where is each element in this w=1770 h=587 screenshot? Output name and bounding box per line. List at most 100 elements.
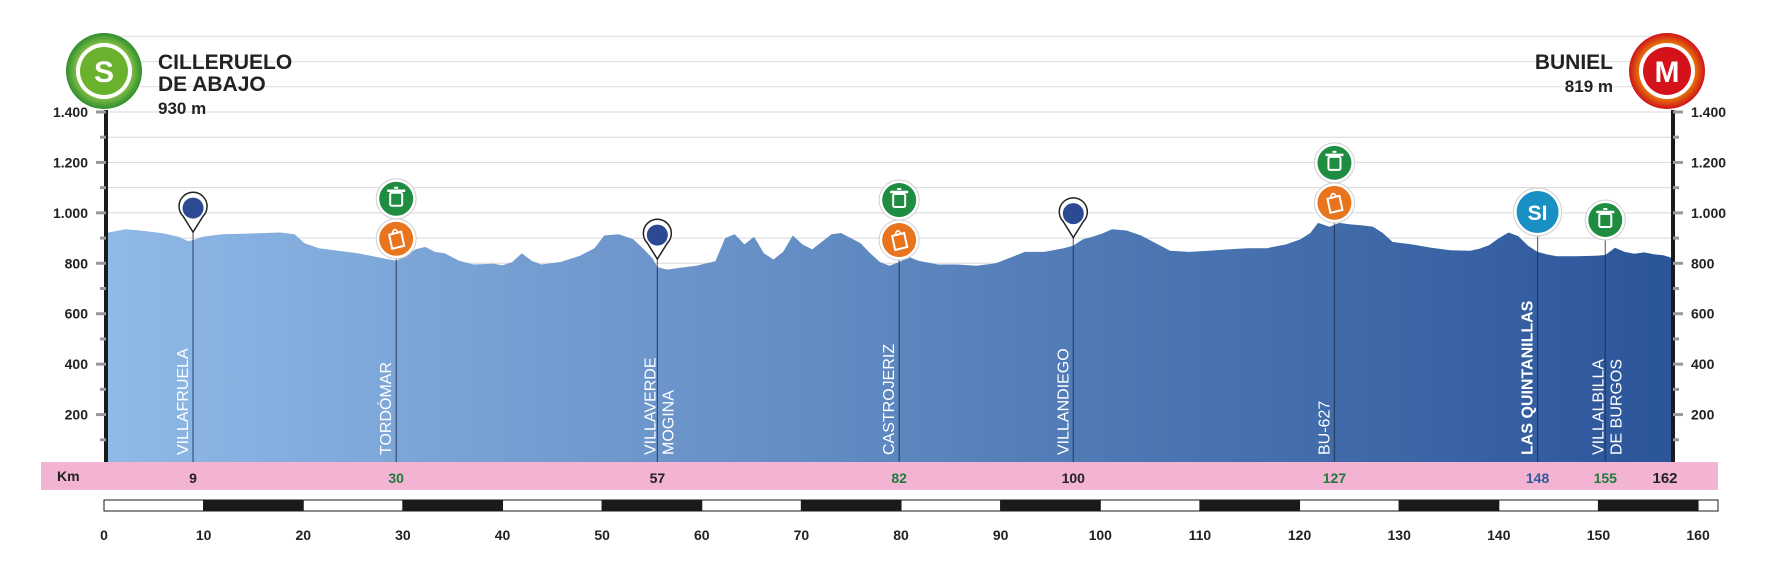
km-value: 127 <box>1323 470 1347 486</box>
town-name: BU-627 <box>1316 401 1333 455</box>
marker-9 <box>178 191 208 234</box>
feed-bag-strap <box>894 229 902 236</box>
feed-zone-disc <box>1317 185 1352 220</box>
scale-tick-label: 100 <box>1089 527 1113 543</box>
finish-header: BUNIEL 819 m <box>1534 51 1613 97</box>
finish-town-name: BUNIEL <box>1534 51 1613 74</box>
scale-tick-label: 0 <box>100 527 108 543</box>
scale-segment <box>1099 499 1201 512</box>
scale-tick-label: 110 <box>1189 527 1212 543</box>
location-lines <box>192 220 1606 463</box>
waste-bin-icon <box>389 191 404 207</box>
town-name: TORDÓMAR <box>376 362 395 455</box>
town-name: LAS QUINTANILLAS <box>1520 300 1537 455</box>
finish-badge-letter: M <box>1655 56 1680 89</box>
scale-tick-label: 80 <box>893 527 909 543</box>
km-value: 82 <box>891 470 907 486</box>
km-row: Km 162 9 30 57 82 100 127 148 155 <box>41 462 1718 490</box>
town-name: VILLAFRUELA <box>175 348 192 455</box>
feed-bag-icon <box>1326 194 1344 215</box>
y-tick-label-right: 800 <box>1691 255 1715 271</box>
y-tick-label-right: 600 <box>1691 306 1715 322</box>
km-value: 148 <box>1526 470 1550 486</box>
feed-zone-disc <box>882 223 917 258</box>
climb-pin-dot <box>646 224 668 246</box>
scale-segment <box>103 499 205 512</box>
feed-zone-disc <box>379 221 414 256</box>
y-tick-label-right: 1.400 <box>1691 104 1726 120</box>
town-name-line2: MOGINA <box>660 390 677 455</box>
km-row-label: Km <box>57 468 80 484</box>
scale-segment <box>1398 499 1500 512</box>
scale-segment <box>1199 499 1301 512</box>
scale-segment <box>502 499 603 512</box>
scale-segment <box>1299 499 1400 512</box>
y-tick-label-left: 400 <box>65 356 89 372</box>
feed-bag-icon <box>388 230 406 250</box>
start-town-name: CILLERUELO DE ABAJO <box>158 51 293 97</box>
scale-tick-label: 120 <box>1288 527 1312 543</box>
marker-100 <box>1058 197 1088 240</box>
km-value: 9 <box>189 470 197 486</box>
sprint-badge-label: SI <box>1528 202 1548 225</box>
scale-segment <box>900 499 1002 512</box>
scale-segment <box>1000 499 1101 512</box>
town-name: CASTROJERIZ <box>881 344 898 455</box>
feed-bag-icon <box>890 231 909 252</box>
distance-scale-bar: 0 10 20 30 40 50 60 70 80 90 100 110 120 130 140 150 160 <box>100 499 1719 543</box>
elevation-area <box>106 222 1673 465</box>
scale-segment <box>601 499 703 512</box>
marker-148: SI <box>1513 187 1563 237</box>
scale-tick-label: 60 <box>694 527 710 543</box>
scale-segment <box>1498 499 1599 512</box>
marker-127 <box>1313 142 1355 224</box>
town-name: VILLALBILLA <box>1590 359 1607 455</box>
scale-segment <box>302 499 404 512</box>
y-tick-label-left: 1.000 <box>53 205 88 221</box>
y-tick-label-left: 1.200 <box>53 154 88 170</box>
start-altitude: 930 m <box>158 99 207 119</box>
scale-segment <box>203 499 304 512</box>
y-tick-label-left: 200 <box>65 407 89 423</box>
finish-badge: M <box>1629 33 1705 109</box>
scale-tick-label: 20 <box>295 527 311 543</box>
scale-segment <box>701 499 802 512</box>
climb-pin-dot <box>182 197 204 219</box>
y-tick-label-right: 1.200 <box>1691 154 1726 170</box>
y-tick-label-left: 800 <box>65 255 89 271</box>
markers: SI <box>178 142 1626 261</box>
marker-57 <box>642 218 673 261</box>
scale-tick-label: 160 <box>1686 527 1710 543</box>
marker-155 <box>1584 199 1626 241</box>
scale-segment <box>1597 499 1699 512</box>
sprint-badge-disc <box>1516 190 1559 233</box>
y-tick-label-right: 200 <box>1691 407 1715 423</box>
finish-badge-disc <box>1643 47 1691 95</box>
scale-segment <box>800 499 902 512</box>
waste-bin-icon <box>1598 212 1613 228</box>
feed-bag-strap <box>391 228 399 234</box>
town-labels: VILLAFRUELA TORDÓMAR VILLAVERDE MOGINA CASTR… <box>175 300 1625 455</box>
marker-82 <box>878 179 920 261</box>
town-name: VILLAVERDE <box>642 357 659 455</box>
scale-tick-label: 70 <box>794 527 810 543</box>
km-value: 100 <box>1062 470 1086 486</box>
scale-tick-label: 90 <box>993 527 1009 543</box>
finish-altitude: 819 m <box>1564 77 1613 97</box>
km-total: 162 <box>1652 470 1677 487</box>
y-tick-label-left: 1.400 <box>53 104 88 120</box>
start-badge: S <box>66 33 142 109</box>
town-name: VILLANDIEGO <box>1055 348 1072 455</box>
climb-pin-dot <box>1062 203 1084 225</box>
scale-tick-label: 10 <box>196 527 212 543</box>
scale-tick-label: 130 <box>1388 527 1412 543</box>
km-value: 57 <box>650 470 666 486</box>
scale-segment <box>402 499 504 512</box>
y-axis-ticks: 200 200 400 400 600 600 800 800 1.000 1.000 1.200 1… <box>53 104 1726 442</box>
elevation-profile <box>106 222 1673 465</box>
town-name-line2: DE BURGOS <box>1608 359 1625 455</box>
scale-tick-label: 40 <box>495 527 511 543</box>
y-tick-label-right: 400 <box>1691 356 1715 372</box>
start-badge-letter: S <box>94 56 114 89</box>
